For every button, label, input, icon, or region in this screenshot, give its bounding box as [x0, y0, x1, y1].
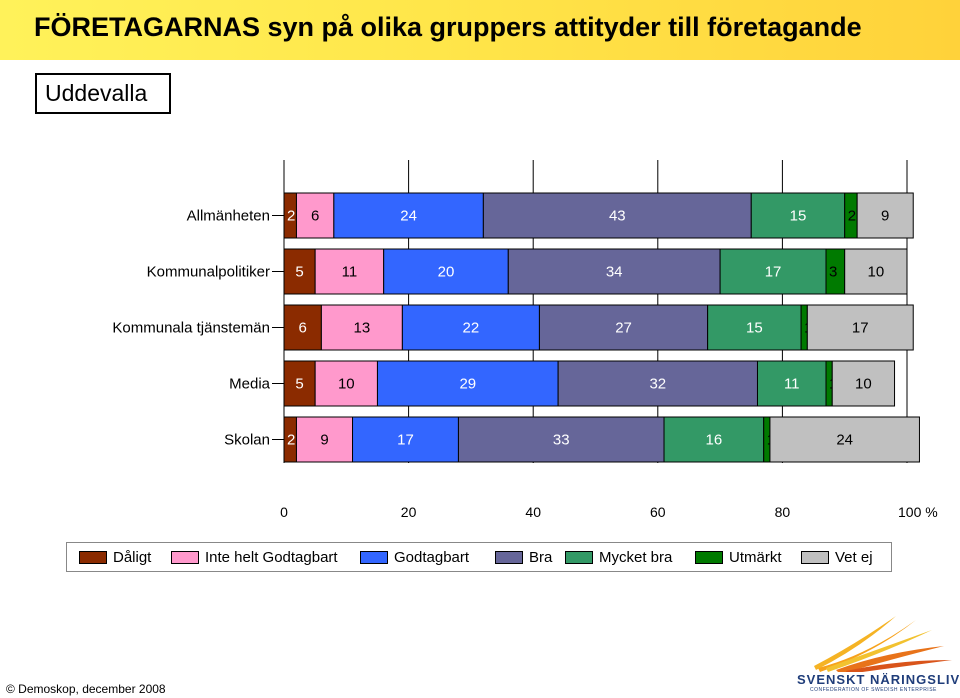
data-label: 10: [868, 264, 885, 281]
x-tick-label: 100 %: [898, 504, 938, 520]
legend-swatch: [79, 551, 107, 564]
legend-label: Inte helt Godtagbart: [205, 549, 338, 566]
legend-swatch: [360, 551, 388, 564]
bar-segment: [482, 192, 752, 239]
x-tick-label: 0: [280, 504, 288, 520]
data-label: 5: [295, 264, 303, 281]
data-label: 2: [287, 208, 295, 225]
legend-swatch: [801, 551, 829, 564]
logo-tagline: CONFEDERATION OF SWEDISH ENTERPRISE: [810, 687, 937, 693]
data-label: 6: [311, 208, 319, 225]
bar-segment: [831, 360, 896, 407]
category-label: Media: [229, 376, 271, 393]
bar-segment: [295, 192, 335, 239]
data-label: 10: [338, 376, 355, 393]
legend-label: Godtagbart: [394, 549, 470, 566]
data-label: 43: [609, 208, 626, 225]
data-label: 3: [829, 264, 837, 281]
data-label: 24: [400, 208, 417, 225]
logo-name: SVENSKT NÄRINGSLIV: [797, 672, 960, 687]
data-label: 9: [320, 432, 328, 449]
data-label: 17: [397, 432, 414, 449]
data-label: 16: [706, 432, 723, 449]
data-label: 10: [855, 376, 872, 393]
legend-label: Utmärkt: [729, 549, 782, 566]
x-tick-label: 40: [525, 504, 541, 520]
bar-segment: [283, 304, 322, 351]
bar-segment: [756, 360, 827, 407]
data-label: 2: [287, 432, 295, 449]
bar-segment: [707, 304, 802, 351]
legend-swatch: [695, 551, 723, 564]
data-label: 24: [836, 432, 853, 449]
category-label: Skolan: [224, 432, 270, 449]
data-label: 17: [765, 264, 782, 281]
legend-label: Mycket bra: [599, 549, 673, 566]
bar-segment: [401, 304, 540, 351]
bar-segment: [333, 192, 484, 239]
data-label: 20: [438, 264, 455, 281]
data-label: 11: [784, 376, 800, 393]
svenskt-naringsliv-logo: SVENSKT NÄRINGSLIV CONFEDERATION OF SWED…: [796, 616, 959, 696]
data-label: 15: [790, 208, 807, 225]
data-label: 27: [615, 320, 632, 337]
category-label: Kommunalpolitiker: [147, 264, 270, 281]
legend-label: Vet ej: [835, 549, 873, 566]
bar-segment: [769, 416, 920, 463]
data-label: 29: [459, 376, 476, 393]
data-label: 34: [606, 264, 623, 281]
legend-swatch: [171, 551, 199, 564]
bar-segment: [376, 360, 559, 407]
subtitle: Uddevalla: [45, 80, 148, 106]
footer-copyright: © Demoskop, december 2008: [6, 682, 166, 696]
data-label: 2: [848, 208, 856, 225]
category-label: Kommunala tjänstemän: [112, 320, 270, 337]
data-label: 22: [463, 320, 480, 337]
data-label: 15: [746, 320, 763, 337]
legend-label: Bra: [529, 549, 553, 566]
chart-legend: Dåligt Inte helt Godtagbart Godtagbart Bra M…: [66, 542, 892, 572]
x-tick-label: 80: [775, 504, 791, 520]
title-band: [0, 0, 960, 60]
bar-segment: [283, 360, 316, 407]
bar-segment: [719, 248, 827, 295]
data-label: 17: [852, 320, 869, 337]
bar-segment: [856, 192, 914, 239]
legend-swatch: [565, 551, 593, 564]
x-tick-label: 20: [401, 504, 417, 520]
bar-segment: [320, 304, 403, 351]
bar-segment: [750, 192, 846, 239]
data-label: 33: [553, 432, 570, 449]
data-label: 6: [299, 320, 307, 337]
bar-segment: [806, 304, 914, 351]
page-title: FÖRETAGARNAS syn på olika gruppers attit…: [34, 12, 862, 42]
bar-segment: [283, 248, 316, 295]
bar-segment: [314, 248, 385, 295]
data-label: 9: [881, 208, 889, 225]
data-label: 13: [354, 320, 371, 337]
data-label: 32: [649, 376, 666, 393]
bar-segment: [507, 248, 721, 295]
bar-segment: [383, 248, 509, 295]
legend-label: Dåligt: [113, 549, 152, 566]
sunburst-logo-icon: [814, 616, 952, 674]
data-label: 11: [342, 264, 358, 281]
x-tick-label: 60: [650, 504, 666, 520]
bar-segment: [844, 248, 908, 295]
category-label: Allmänheten: [187, 208, 270, 225]
legend-swatch: [495, 551, 523, 564]
bar-segment: [314, 360, 378, 407]
subtitle-box: Uddevalla: [35, 73, 171, 114]
bar-segment: [457, 416, 665, 463]
data-label: 5: [295, 376, 303, 393]
bar-segment: [557, 360, 758, 407]
